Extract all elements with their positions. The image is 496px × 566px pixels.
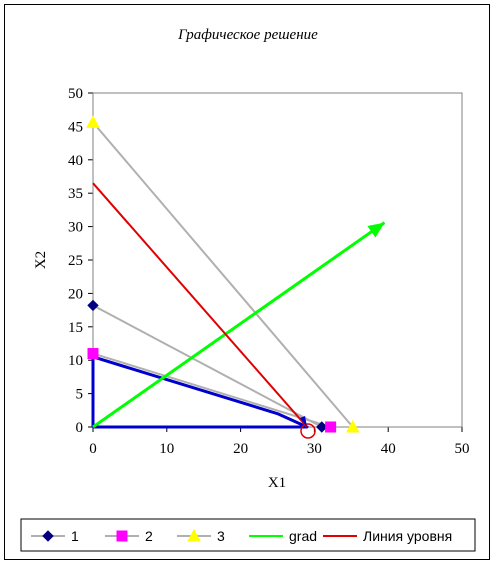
series-1-line (92, 304, 323, 428)
y-tick-label: 35 (68, 186, 83, 202)
series-level-line-line (92, 182, 308, 428)
legend-2-label: 2 (145, 528, 153, 544)
x-tick-label: 10 (159, 441, 174, 457)
series-3-line (92, 121, 354, 428)
x-tick-label: 20 (233, 441, 248, 457)
grad-arrowhead (367, 222, 385, 238)
y-tick-label: 15 (68, 320, 83, 336)
x-tick-label: 40 (381, 441, 396, 457)
y-tick-label: 40 (68, 153, 83, 169)
chart-title: Графическое решение (177, 27, 318, 43)
y-tick-label: 45 (68, 119, 83, 135)
series-1-point (87, 299, 99, 312)
y-tick-label: 20 (68, 286, 83, 302)
x-axis-label: X1 (268, 475, 286, 491)
legend-1-marker (42, 530, 54, 542)
legend: 1 2 3 grad Линия уровня (20, 518, 476, 552)
optimum-point-marker (300, 423, 316, 439)
series-3-point (86, 115, 100, 128)
legend-2-marker (116, 530, 128, 542)
series-1-point (316, 421, 328, 433)
series-3-point (345, 419, 360, 433)
y-tick-label: 0 (76, 420, 84, 436)
y-axis-label: X2 (33, 251, 49, 269)
legend-3-label: 3 (217, 528, 225, 544)
x-tick-label: 0 (89, 441, 97, 457)
chart-frame: Графическое решение 0 10 20 30 40 50 0 5 10 15 20… (4, 4, 490, 560)
y-tick-label: 30 (68, 220, 83, 236)
y-tick-label: 25 (68, 253, 83, 269)
series-2-point (325, 421, 337, 433)
legend-1-label: 1 (71, 528, 79, 544)
y-axis-ticks: 0 5 10 15 20 25 30 35 40 45 50 (68, 86, 94, 436)
x-axis-ticks: 0 10 20 30 40 50 (89, 426, 470, 457)
legend-box (20, 518, 476, 552)
plot-area (92, 92, 463, 428)
x-tick-label: 30 (307, 441, 322, 457)
series-2-line (92, 352, 331, 428)
chart-svg: Графическое решение 0 10 20 30 40 50 05101520… (20, 27, 476, 552)
y-tick-label: 50 (68, 86, 83, 102)
optimum-arrowhead (300, 416, 308, 427)
series-2-point (87, 348, 99, 360)
y-tick-label: 10 (68, 353, 83, 369)
legend-3-marker (187, 528, 201, 542)
legend-level-line-label: Линия уровня (363, 528, 452, 544)
legend-grad-label: grad (289, 528, 317, 544)
x-tick-label: 50 (455, 441, 470, 457)
y-tick-label: 5 (76, 387, 84, 403)
series-layer (86, 115, 386, 439)
series-grad-line (92, 221, 386, 429)
feasible-region-outline (91, 355, 309, 429)
